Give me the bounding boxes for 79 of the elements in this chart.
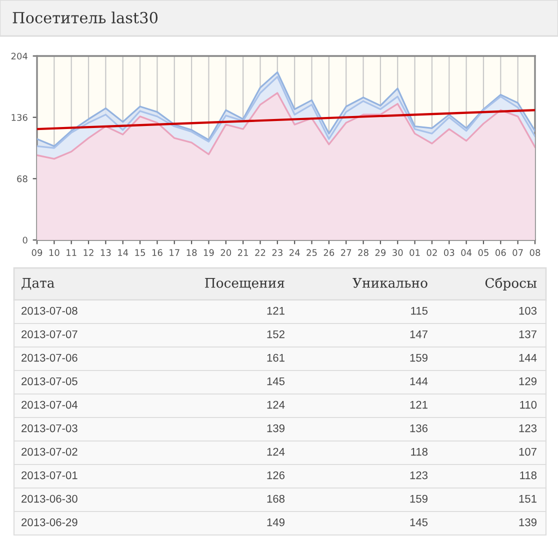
x-tick-label: 29 xyxy=(375,249,386,256)
x-tick-label: 26 xyxy=(324,249,334,256)
x-tick-label: 21 xyxy=(238,249,248,256)
text: 168 xyxy=(267,494,285,503)
x-tick-label: 04 xyxy=(461,249,472,256)
text: 124 xyxy=(267,448,285,456)
text: 126 xyxy=(267,471,285,480)
text: 118 xyxy=(520,471,537,480)
x-tick-label: 05 xyxy=(478,249,488,256)
x-tick-label: 30 xyxy=(392,249,403,256)
text: Сбросы xyxy=(485,278,537,290)
x-tick-label: 09 xyxy=(32,249,42,256)
text: 144 xyxy=(519,354,537,362)
x-tick-label: 20 xyxy=(220,249,232,256)
text: 149 xyxy=(267,518,284,526)
y-tick-label: 68 xyxy=(17,175,28,182)
text: 139 xyxy=(267,424,284,432)
x-tick-label: 23 xyxy=(272,249,282,256)
text: 144 xyxy=(410,377,428,386)
text: 2013-06-30 xyxy=(22,494,78,503)
x-tick-label: 15 xyxy=(135,249,145,256)
x-tick-label: 01 xyxy=(410,249,420,256)
text: 159 xyxy=(410,494,428,503)
text: 159 xyxy=(410,354,428,362)
x-tick-label: 12 xyxy=(84,249,94,256)
text: 145 xyxy=(410,518,428,526)
text: Уникально xyxy=(352,278,428,288)
y-tick-label: 204 xyxy=(11,52,28,60)
x-tick-label: 06 xyxy=(496,249,506,256)
x-tick-label: 24 xyxy=(290,249,300,256)
text: 2013-07-07 xyxy=(22,330,78,338)
text: 139 xyxy=(519,518,536,526)
text: 2013-07-05 xyxy=(22,377,78,386)
x-tick-label: 16 xyxy=(152,249,162,256)
text: 121 xyxy=(267,306,284,315)
text: 152 xyxy=(267,330,284,338)
x-tick-label: 25 xyxy=(306,249,317,256)
x-tick-label: 13 xyxy=(100,249,111,256)
chart-title: Посетитель last30 xyxy=(12,12,158,24)
text: 124 xyxy=(267,400,285,409)
x-tick-label: 17 xyxy=(170,249,180,256)
text: 121 xyxy=(410,400,428,409)
text: 145 xyxy=(267,377,285,386)
text: 123 xyxy=(410,471,428,480)
text: 2013-07-01 xyxy=(22,471,78,480)
text: 2013-07-08 xyxy=(22,306,78,315)
x-tick-label: 19 xyxy=(204,249,214,256)
text: Посещения xyxy=(205,278,284,290)
x-tick-label: 03 xyxy=(444,249,454,256)
x-tick-label: 27 xyxy=(341,249,352,256)
text: 2013-07-06 xyxy=(22,354,78,362)
text: 2013-07-04 xyxy=(22,400,78,409)
y-tick-label: 0 xyxy=(22,236,28,244)
text: 147 xyxy=(410,330,428,338)
x-tick-label: 28 xyxy=(358,249,368,256)
text: 115 xyxy=(411,306,428,315)
text: 123 xyxy=(519,424,537,432)
x-tick-label: 22 xyxy=(255,249,266,256)
text: 129 xyxy=(519,377,536,386)
y-tick-label: 136 xyxy=(12,114,28,121)
text: 2013-07-02 xyxy=(22,448,78,456)
text: 136 xyxy=(410,424,428,432)
text: 2013-06-29 xyxy=(22,518,78,526)
x-tick-label: 02 xyxy=(426,249,437,256)
x-tick-label: 08 xyxy=(530,249,540,256)
text: 107 xyxy=(519,448,536,456)
text: 103 xyxy=(519,306,537,315)
text: Дата xyxy=(22,278,54,290)
x-tick-label: 10 xyxy=(49,249,60,256)
x-tick-label: 07 xyxy=(512,249,523,256)
text: 110 xyxy=(520,400,537,409)
text: 2013-07-03 xyxy=(22,424,78,432)
text: 161 xyxy=(267,354,284,362)
text: 137 xyxy=(519,330,536,338)
x-tick-label: 11 xyxy=(66,249,76,256)
text: 118 xyxy=(411,448,428,456)
x-tick-label: 18 xyxy=(186,249,197,256)
text: 151 xyxy=(519,494,536,503)
x-tick-label: 14 xyxy=(118,249,128,256)
